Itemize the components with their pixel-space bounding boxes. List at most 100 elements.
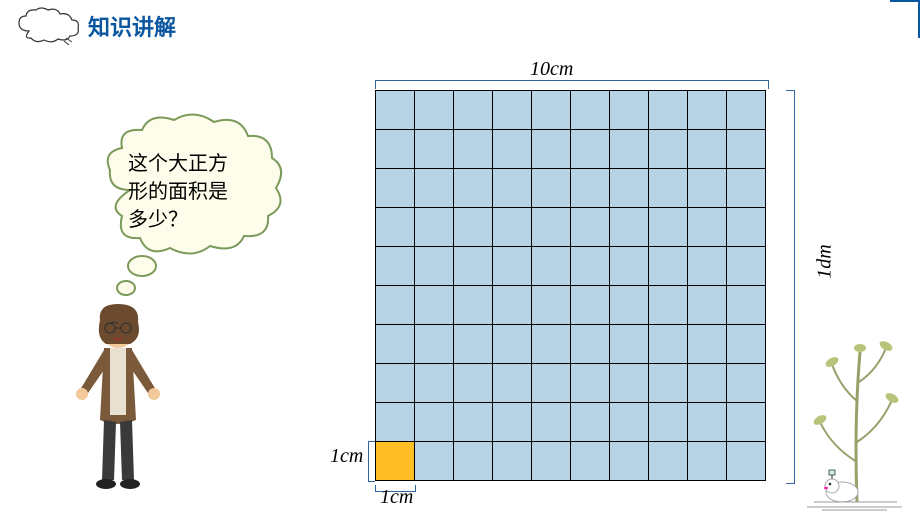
grid-cell	[727, 364, 766, 403]
grid-cell	[454, 442, 493, 481]
grid-cell	[376, 403, 415, 442]
grid-cell	[649, 403, 688, 442]
grid-cell	[415, 169, 454, 208]
speech-bubble: 这个大正方 形的面积是 多少？	[100, 110, 290, 310]
grid-cell	[688, 91, 727, 130]
grid-cell	[688, 286, 727, 325]
grid-cell	[649, 364, 688, 403]
grid-cell	[493, 130, 532, 169]
grid-cell	[376, 325, 415, 364]
grid-cell	[649, 169, 688, 208]
grid-cell	[532, 325, 571, 364]
grid-cell	[649, 325, 688, 364]
grid-cell	[727, 247, 766, 286]
cloud-icon	[14, 6, 84, 46]
grid-cell	[532, 286, 571, 325]
grid-cell	[493, 364, 532, 403]
grid-cell	[571, 91, 610, 130]
grid-cell	[571, 208, 610, 247]
grid-cell	[610, 364, 649, 403]
grid-cell	[727, 169, 766, 208]
speech-line-2: 形的面积是	[128, 181, 228, 203]
grid-cell	[610, 91, 649, 130]
speech-line-3: 多少？	[128, 209, 188, 231]
grid-cell	[688, 403, 727, 442]
grid-cell	[571, 169, 610, 208]
grid-cell	[649, 286, 688, 325]
grid-cell	[415, 91, 454, 130]
grid-cell	[571, 247, 610, 286]
grid-cell	[571, 130, 610, 169]
grid-cell	[610, 286, 649, 325]
grid-cell	[376, 208, 415, 247]
grid-cell	[688, 208, 727, 247]
grid-cell	[415, 247, 454, 286]
grid-cell	[532, 247, 571, 286]
grid-cell	[610, 325, 649, 364]
grid-cell	[610, 169, 649, 208]
grid-cell	[454, 208, 493, 247]
grid-cell	[610, 247, 649, 286]
question-text: 这个大正方 形的面积是 多少？	[128, 150, 268, 234]
grid-cell	[376, 247, 415, 286]
grid-cell	[454, 364, 493, 403]
grid-10x10	[375, 90, 766, 481]
teacher-figure	[60, 300, 180, 490]
grid-cell	[454, 403, 493, 442]
grid-cell	[415, 286, 454, 325]
grid-cell	[454, 130, 493, 169]
grid-cell	[532, 442, 571, 481]
grid-cell	[454, 169, 493, 208]
grid-cell	[493, 91, 532, 130]
bracket-top	[375, 80, 769, 89]
label-10cm: 10cm	[530, 58, 573, 81]
grid-cell	[727, 130, 766, 169]
grid-cell	[727, 442, 766, 481]
grid-cell	[415, 208, 454, 247]
bracket-left-1cm	[368, 441, 375, 482]
grid-cell	[493, 403, 532, 442]
grid-cell	[376, 364, 415, 403]
grid-cell	[688, 325, 727, 364]
grid-cell	[532, 364, 571, 403]
grid-cell	[688, 130, 727, 169]
bracket-right	[786, 90, 795, 484]
grid-cell	[571, 364, 610, 403]
grid-cell	[493, 247, 532, 286]
grid-cell	[415, 364, 454, 403]
grid-cell	[415, 403, 454, 442]
grid-cell	[688, 247, 727, 286]
label-1cm-bottom: 1cm	[380, 486, 413, 509]
grid-cell	[454, 247, 493, 286]
label-1dm: 1dm	[814, 244, 837, 278]
page-title: 知识讲解	[88, 10, 176, 42]
title-section: 知识讲解	[14, 6, 176, 46]
tree-decoration	[802, 292, 912, 512]
grid-cell	[532, 130, 571, 169]
grid-cell	[376, 91, 415, 130]
grid-cell	[727, 325, 766, 364]
grid-cell	[727, 91, 766, 130]
grid-cell	[571, 286, 610, 325]
grid-cell	[376, 130, 415, 169]
grid-cell	[415, 325, 454, 364]
grid-container	[375, 90, 766, 481]
grid-cell	[727, 286, 766, 325]
grid-cell	[610, 208, 649, 247]
grid-cell	[649, 91, 688, 130]
grid-cell	[532, 208, 571, 247]
label-1cm-left: 1cm	[330, 445, 363, 468]
grid-cell	[649, 442, 688, 481]
grid-cell	[376, 286, 415, 325]
grid-cell	[532, 403, 571, 442]
grid-cell	[493, 208, 532, 247]
grid-cell	[649, 130, 688, 169]
grid-cell	[727, 403, 766, 442]
grid-cell	[454, 286, 493, 325]
grid-cell	[376, 169, 415, 208]
grid-cell	[493, 286, 532, 325]
grid-cell	[493, 442, 532, 481]
grid-cell	[688, 442, 727, 481]
grid-cell	[571, 325, 610, 364]
corner-decoration	[890, 0, 920, 38]
